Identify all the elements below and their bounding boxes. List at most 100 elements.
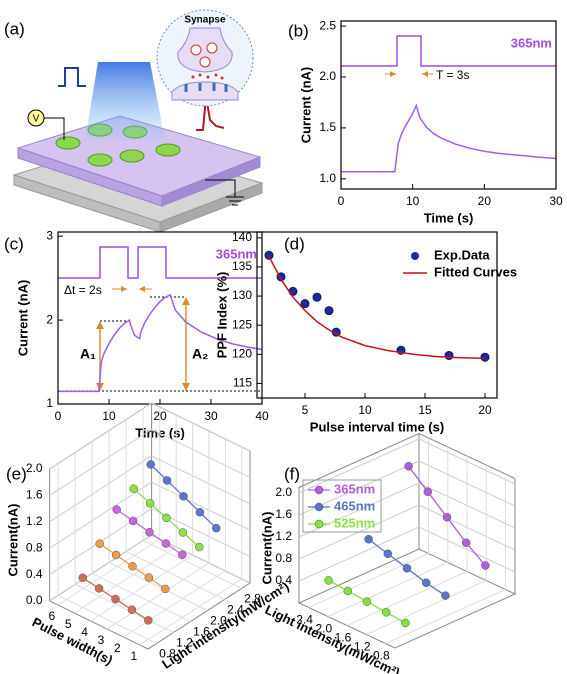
grid-line [49, 508, 251, 576]
z-tick-label: 2.0 [26, 461, 43, 475]
legend-label: 465nm [334, 498, 375, 513]
y-tick-label: 1.0 [319, 171, 336, 185]
grid-line [385, 474, 506, 644]
grid-line [139, 447, 243, 646]
grid-line [298, 438, 516, 494]
data-point [162, 513, 171, 523]
grid-line [49, 481, 251, 549]
arrow-head [121, 286, 127, 292]
plot-frame [256, 231, 498, 399]
annotation: 365nm [511, 35, 552, 50]
data-point [144, 573, 154, 582]
data-point [179, 492, 188, 501]
x-axis-label: Time (s) [424, 210, 474, 225]
z-tick-label: 0.8 [26, 540, 43, 554]
data-point [129, 484, 138, 493]
panel-label: (f) [284, 464, 300, 483]
grid-line [49, 455, 251, 523]
grid-line [108, 430, 208, 611]
x-axis-label: Pulse interval time (s) [310, 419, 444, 434]
z-axis-label: Current(nA) [259, 512, 274, 585]
x-tick-label: 2.0 [315, 622, 332, 636]
grid-line [298, 482, 516, 538]
x-tick-label: 10 [102, 409, 116, 423]
data-point [421, 578, 431, 587]
x-tick-label: 10 [358, 403, 372, 417]
grid-line [74, 452, 174, 633]
legend-label: 365nm [334, 481, 375, 496]
x-tick-label: 0 [55, 409, 62, 423]
data-point [161, 584, 170, 594]
data-point [324, 306, 334, 316]
legend-label: 525nm [334, 515, 375, 530]
x-tick-label: 4 [81, 625, 88, 639]
legend-swatch [314, 519, 324, 529]
x-tick-label: 1.6 [335, 631, 352, 645]
legend-swatch [411, 252, 419, 260]
light-beam [85, 62, 165, 140]
y-tick-label: 125 [232, 317, 252, 331]
y-axis-label: Current (nA) [15, 280, 30, 357]
y-tick-label: 2.5 [319, 18, 336, 32]
z-tick-label: 1.6 [26, 488, 43, 502]
x-tick-label: 3 [98, 633, 105, 647]
y-tick-label: 1.2 [176, 636, 193, 650]
arrow-head [422, 71, 428, 77]
grid-line [346, 456, 468, 626]
data-line [341, 103, 557, 173]
data-point [442, 513, 452, 522]
grid-line [123, 439, 226, 638]
x-tick-label: 30 [549, 194, 563, 208]
pulse-icon [58, 67, 86, 87]
z-tick-label: 2.0 [275, 485, 292, 499]
y-tick-label: 2.0 [319, 69, 336, 83]
plot-frame [340, 20, 557, 190]
grid-line [73, 415, 177, 614]
panel-label: (a) [4, 19, 25, 38]
fit-line [268, 256, 486, 360]
data-point [343, 586, 353, 596]
arrow-head [182, 383, 190, 391]
grid-line [298, 460, 516, 516]
data-point [312, 292, 322, 302]
data-point [146, 460, 155, 469]
x-axis-label: Light intensity(mW/cm²) [263, 602, 403, 674]
receptors [184, 83, 228, 92]
data-point [423, 487, 433, 496]
substrate-side [159, 182, 263, 233]
data-point [128, 562, 137, 571]
data-point [94, 584, 104, 593]
data-point [195, 508, 205, 517]
y-tick-label: 1 [46, 396, 53, 410]
data-point [300, 299, 310, 309]
synapse-label: Synapse [184, 15, 226, 26]
annotation: A₁ [80, 346, 96, 362]
z-tick-label: 0.4 [275, 573, 292, 587]
data-point [402, 564, 412, 573]
y-tick-label: 140 [232, 230, 252, 244]
x-tick-label: 20 [478, 194, 492, 208]
panel-label: (d) [284, 234, 305, 253]
grid-line [49, 402, 251, 470]
x-tick-label: 6 [48, 609, 55, 623]
annotation: Δt = 2s [64, 283, 102, 297]
ground [226, 196, 244, 206]
data-point [444, 350, 454, 360]
arrow-head [390, 71, 396, 77]
grid-line [90, 423, 194, 622]
plot-frame [57, 231, 263, 405]
x-tick-label: 20 [478, 403, 492, 417]
grid-line [298, 504, 516, 560]
y-tick-label: 2.4 [227, 603, 244, 617]
annotation: 365nm [216, 246, 257, 261]
data-point [95, 539, 104, 548]
postsynapse [171, 81, 239, 101]
grid-line [91, 441, 191, 622]
data-point [441, 591, 450, 600]
x-tick-label: 5 [65, 617, 72, 631]
panel-label: (c) [4, 234, 24, 253]
legend-swatch [314, 502, 324, 512]
data-point [480, 352, 490, 362]
wire [205, 179, 236, 197]
y-tick-label: 130 [232, 288, 252, 302]
